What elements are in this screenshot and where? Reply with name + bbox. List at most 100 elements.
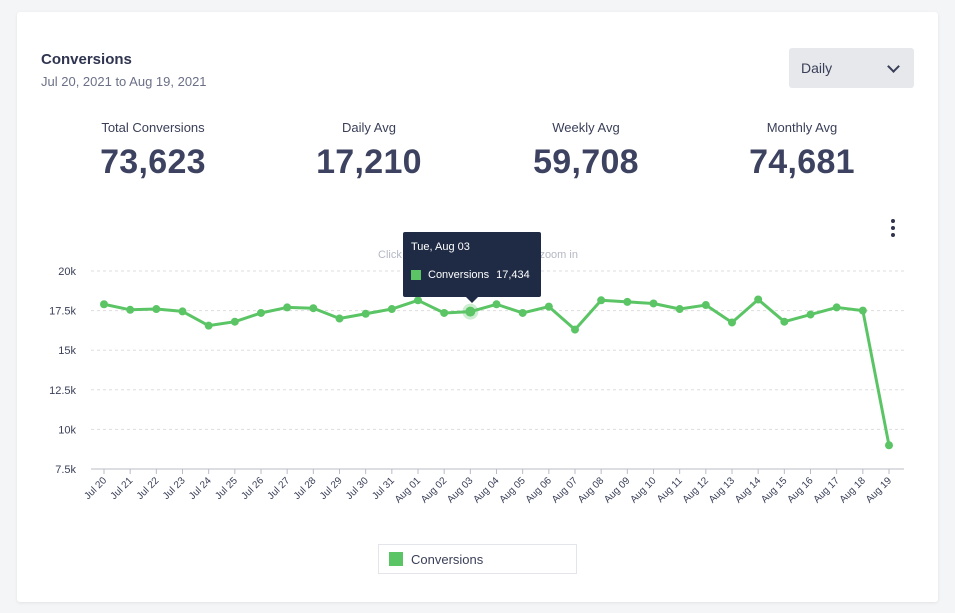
x-tick-label: Jul 24: [187, 475, 214, 502]
x-tick-label: Aug 04: [471, 475, 501, 505]
stat-weekly-avg: Weekly Avg 59,708: [476, 120, 696, 182]
x-tick-label: Jul 29: [318, 475, 345, 502]
data-point[interactable]: [597, 296, 606, 305]
data-point[interactable]: [309, 304, 318, 313]
legend-item-conversions[interactable]: Conversions: [378, 544, 577, 574]
dot: [891, 226, 895, 230]
x-axis: Jul 20 Jul 21 Jul 22 Jul 23 Jul 24 Jul 25 Jul …: [82, 469, 894, 506]
y-tick-label: 7.5k: [55, 464, 76, 476]
x-tick-label: Aug 01: [393, 475, 423, 505]
tooltip-date: Tue, Aug 03: [411, 241, 470, 253]
data-point[interactable]: [544, 302, 553, 311]
data-point[interactable]: [126, 305, 135, 314]
x-tick-label: Aug 16: [785, 475, 815, 505]
chart-menu-button[interactable]: [883, 216, 903, 240]
y-axis: 20k 17.5k 15k 12.5k 10k 7.5k: [49, 266, 76, 476]
data-point[interactable]: [780, 317, 789, 326]
stat-value: 73,623: [100, 143, 206, 181]
data-point[interactable]: [152, 305, 161, 314]
x-tick-label: Aug 02: [419, 475, 449, 505]
x-tick-label: Aug 18: [838, 475, 868, 505]
data-point[interactable]: [754, 295, 763, 304]
data-point[interactable]: [387, 305, 396, 314]
data-point[interactable]: [623, 297, 632, 306]
tooltip-arrow: [466, 297, 478, 303]
x-tick-label: Aug 05: [498, 475, 528, 505]
x-tick-label: Jul 26: [239, 475, 266, 502]
data-point[interactable]: [257, 308, 265, 317]
y-tick-label: 15k: [58, 345, 76, 357]
y-tick-label: 20k: [58, 266, 76, 278]
chart-tooltip: Tue, Aug 03 Conversions 17,434: [403, 232, 541, 303]
series-line-conversions: [103, 298, 891, 446]
x-tick-label: Aug 10: [628, 475, 658, 505]
x-tick-label: Jul 20: [82, 475, 109, 502]
x-tick-label: Aug 03: [445, 475, 475, 505]
stat-label: Daily Avg: [342, 120, 396, 135]
x-tick-label: Aug 06: [524, 475, 554, 505]
tooltip-row: Conversions 17,434: [411, 269, 530, 281]
dot: [891, 233, 895, 237]
data-point[interactable]: [518, 308, 527, 317]
stat-label: Monthly Avg: [766, 120, 838, 135]
stat-label: Total Conversions: [101, 120, 205, 135]
data-point[interactable]: [701, 301, 710, 310]
card-title: Conversions: [41, 51, 132, 68]
data-point[interactable]: [832, 303, 841, 312]
dot: [891, 219, 895, 223]
y-tick-label: 17.5k: [49, 306, 76, 318]
data-point[interactable]: [100, 300, 108, 309]
data-point[interactable]: [675, 305, 684, 314]
data-point[interactable]: [414, 296, 422, 305]
data-point[interactable]: [806, 310, 815, 319]
legend-label: Conversions: [411, 551, 484, 567]
x-tick-label: Jul 30: [344, 475, 371, 502]
data-point-highlighted[interactable]: [465, 306, 476, 317]
data-point[interactable]: [204, 321, 213, 330]
x-tick-label: Jul 27: [266, 475, 293, 502]
stat-value: 74,681: [749, 143, 855, 181]
x-tick-label: Aug 11: [655, 475, 685, 505]
x-tick-label: Jul 23: [161, 475, 188, 502]
x-tick-label: Aug 07: [550, 475, 580, 505]
tooltip-swatch: [411, 270, 421, 280]
data-point[interactable]: [178, 307, 187, 316]
stat-value: 59,708: [533, 143, 639, 181]
x-tick-label: Jul 28: [292, 475, 319, 502]
data-point[interactable]: [728, 318, 736, 327]
stat-label: Weekly Avg: [552, 120, 620, 135]
data-point[interactable]: [885, 441, 893, 450]
x-tick-label: Jul 21: [109, 475, 136, 502]
series-layer[interactable]: [100, 295, 893, 450]
data-point[interactable]: [440, 308, 449, 317]
period-select[interactable]: Daily: [789, 48, 914, 88]
stat-value: 17,210: [316, 143, 422, 181]
legend-swatch: [389, 552, 403, 566]
x-tick-label: Aug 15: [759, 475, 789, 505]
x-tick-label: Aug 12: [681, 475, 711, 505]
x-tick-label: Aug 08: [576, 475, 606, 505]
data-point[interactable]: [649, 299, 658, 308]
data-point[interactable]: [361, 309, 370, 318]
data-point[interactable]: [492, 300, 501, 309]
x-tick-label: Jul 22: [135, 475, 162, 502]
x-tick-label: Aug 13: [707, 475, 737, 505]
period-select-value: Daily: [801, 60, 833, 76]
data-point[interactable]: [230, 317, 239, 326]
stat-monthly-avg: Monthly Avg 74,681: [692, 120, 912, 182]
conversions-card: Conversions Jul 20, 2021 to Aug 19, 2021…: [17, 12, 938, 602]
x-tick-label: Aug 14: [733, 475, 763, 505]
tooltip-series-name: Conversions: [428, 269, 490, 281]
tooltip-value: 17,434: [496, 269, 530, 281]
x-tick-label: Aug 19: [864, 475, 894, 505]
x-tick-label: Jul 25: [213, 475, 240, 502]
data-point[interactable]: [858, 306, 867, 315]
data-point[interactable]: [571, 325, 579, 334]
stat-daily-avg: Daily Avg 17,210: [259, 120, 479, 182]
y-tick-label: 10k: [58, 424, 76, 436]
data-point[interactable]: [335, 314, 344, 323]
date-range: Jul 20, 2021 to Aug 19, 2021: [41, 74, 207, 89]
data-point[interactable]: [283, 303, 292, 312]
x-tick-label: Aug 09: [602, 475, 632, 505]
